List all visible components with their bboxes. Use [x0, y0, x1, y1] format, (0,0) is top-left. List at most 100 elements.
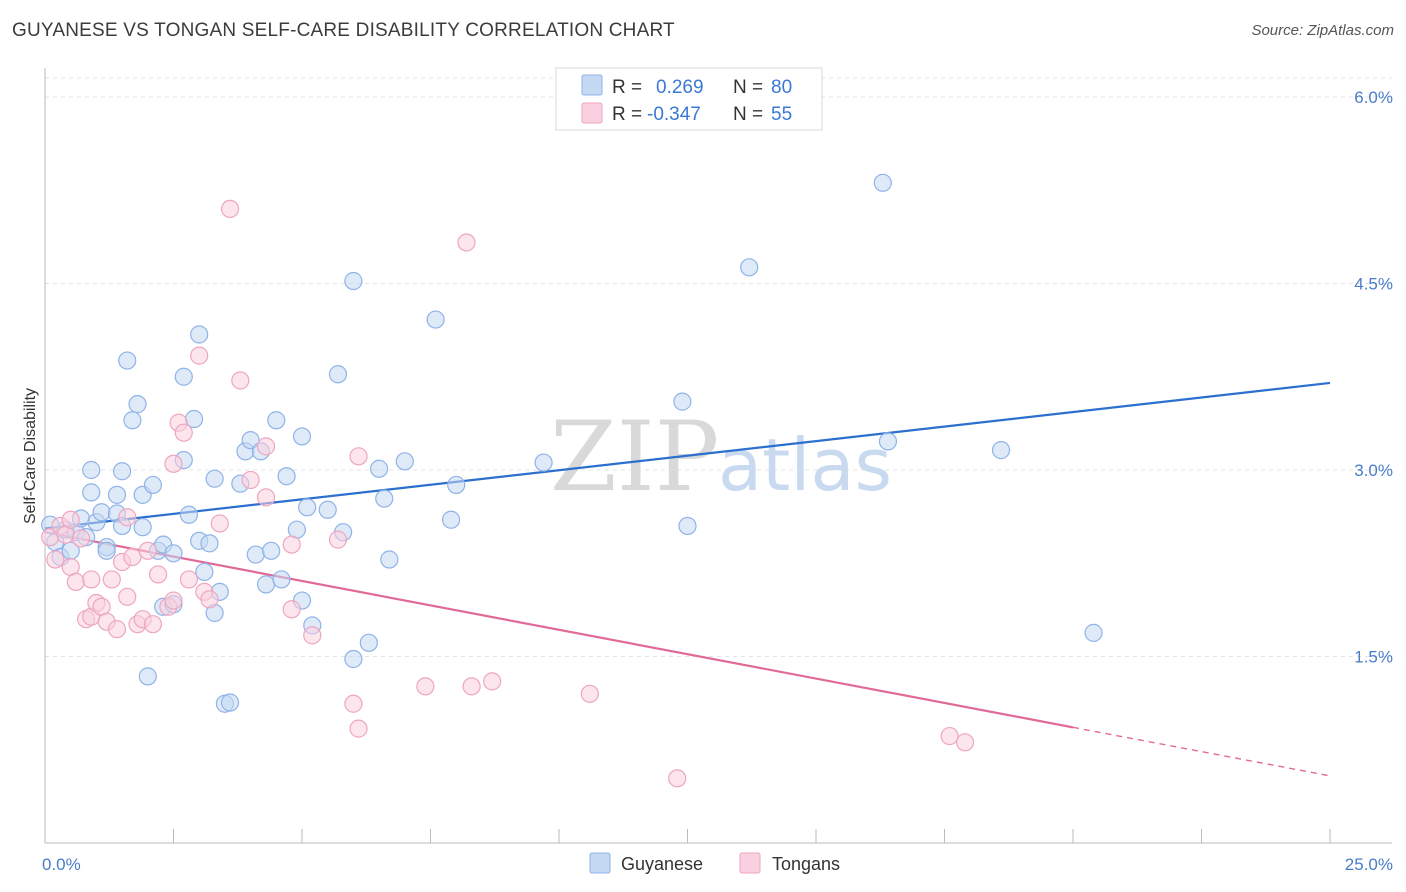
tongans-point	[668, 769, 687, 788]
guyanese-point	[246, 545, 265, 564]
watermark-zip: ZIP	[550, 401, 719, 513]
tongans-point	[179, 570, 199, 589]
x-tick-label: 25.0%	[1345, 855, 1393, 874]
tongans-point	[282, 600, 301, 619]
guyanese-swatch	[581, 74, 603, 96]
tongans-point	[143, 615, 163, 634]
guyanese-point	[118, 351, 137, 370]
guyanese-point	[344, 649, 363, 669]
guyanese-point	[318, 500, 337, 519]
data-points	[41, 173, 1103, 788]
guyanese-point	[678, 516, 697, 536]
guyanese-point	[534, 453, 553, 472]
guyanese-point	[164, 544, 183, 563]
tongans-point	[231, 371, 250, 390]
x-tick-label: 0.0%	[42, 855, 81, 874]
tongans-point	[164, 591, 183, 610]
guyanese-point	[82, 483, 101, 502]
watermark-atlas: atlas	[718, 423, 892, 507]
guyanese-point	[328, 365, 348, 384]
guyanese-point	[673, 392, 692, 411]
tongans-point	[118, 587, 137, 606]
trend-lines	[44, 381, 1331, 777]
guyanese-point	[441, 510, 461, 529]
y-tick-label: 1.5%	[1354, 648, 1393, 667]
guyanese-point	[179, 505, 199, 524]
tongans-point	[457, 233, 476, 252]
guyanese-point	[878, 432, 898, 451]
guyanese-point	[298, 498, 317, 517]
guyanese-point	[1084, 623, 1103, 642]
guyanese-point	[112, 462, 132, 481]
legend-guyanese-label: Guyanese	[621, 854, 703, 874]
guyanese-point	[138, 667, 157, 686]
tongans-trend-line	[44, 531, 1074, 729]
guyanese-point	[107, 485, 127, 504]
tongans-point	[148, 565, 168, 584]
x-tick-labels: 0.0% 25.0%	[42, 855, 1393, 874]
guyanese-point	[200, 534, 219, 553]
tongans-point	[328, 530, 348, 549]
guyanese-point	[123, 411, 142, 430]
guyanese-point	[395, 452, 414, 471]
y-tick-label: 6.0%	[1354, 88, 1393, 107]
guyanese-point	[174, 367, 193, 386]
guyanese-r-label: R =	[612, 77, 642, 98]
tongans-point	[256, 437, 276, 456]
chart-title: GUYANESE VS TONGAN SELF-CARE DISABILITY …	[12, 20, 675, 41]
legend-guyanese-swatch	[589, 852, 611, 874]
tongans-point	[220, 199, 240, 218]
tongans-trend-extension	[1072, 726, 1331, 777]
watermark: ZIP atlas	[550, 401, 892, 513]
guyanese-point	[267, 411, 286, 430]
tongans-point	[138, 541, 157, 560]
tongans-point	[61, 510, 80, 529]
tongans-point	[107, 620, 127, 639]
guyanese-point	[97, 541, 116, 560]
y-axis-label: Self-Care Disability	[22, 388, 39, 524]
guyanese-point	[256, 575, 276, 594]
tongans-point	[200, 590, 219, 609]
guyanese-point	[370, 459, 389, 478]
y-tick-label: 4.5%	[1354, 275, 1393, 294]
guyanese-point	[272, 570, 291, 589]
guyanese-point	[195, 562, 214, 582]
guyanese-point	[143, 475, 163, 495]
guyanese-point	[133, 518, 152, 537]
tongans-point	[164, 454, 183, 473]
tongans-point	[483, 672, 502, 691]
guyanese-point	[426, 310, 445, 329]
tongans-point	[118, 508, 137, 527]
guyanese-point	[447, 475, 466, 495]
guyanese-point	[262, 541, 281, 560]
guyanese-point	[220, 693, 240, 712]
tongans-point	[256, 488, 276, 507]
guyanese-r-value: 0.269	[656, 77, 704, 98]
tongans-n-value: 55	[771, 104, 792, 125]
tongans-point	[349, 719, 368, 738]
guyanese-n-label: N =	[733, 77, 763, 98]
tongans-point	[190, 346, 209, 365]
tongans-point	[241, 470, 260, 490]
guyanese-point	[380, 550, 399, 569]
tongans-point	[462, 677, 481, 696]
tongans-point	[46, 550, 65, 569]
tongans-point	[282, 535, 301, 554]
tongans-point	[940, 726, 959, 746]
tongans-r-value: -0.347	[647, 104, 701, 125]
guyanese-point	[241, 431, 260, 450]
tongans-n-label: N =	[733, 104, 763, 125]
tongans-point	[71, 529, 91, 548]
tongans-r-label: R =	[612, 104, 642, 125]
tongans-point	[416, 677, 435, 696]
y-tick-labels: 1.5% 3.0% 4.5% 6.0%	[1354, 88, 1393, 667]
guyanese-point	[359, 633, 378, 652]
tongans-point	[102, 570, 121, 589]
tongans-swatch	[581, 102, 603, 124]
source-label: Source: ZipAtlas.com	[1251, 22, 1394, 39]
tongans-point	[123, 547, 142, 567]
axes	[44, 68, 1392, 844]
tongans-point	[344, 694, 363, 713]
legend-tongans-swatch	[739, 852, 761, 874]
tongans-point	[82, 570, 101, 589]
